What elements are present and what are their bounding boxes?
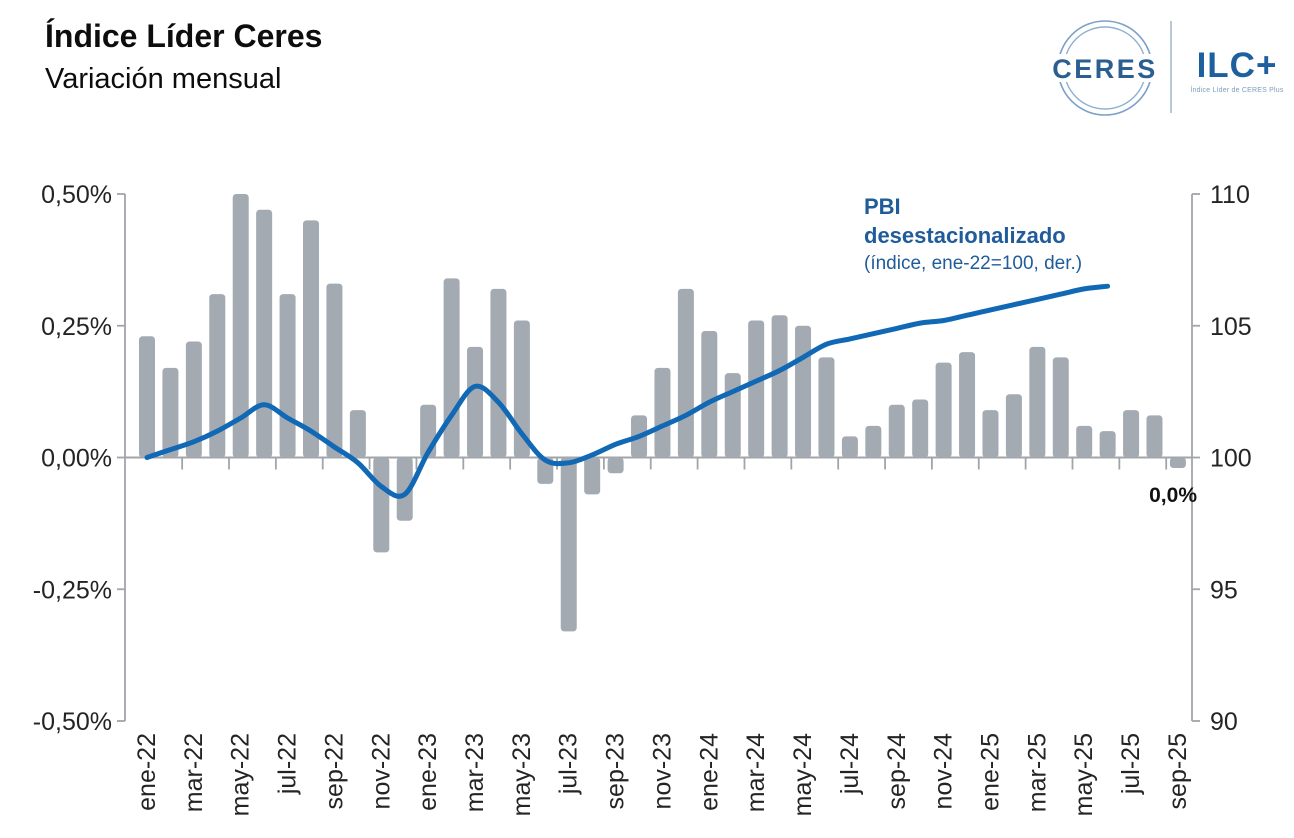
ceres-logo-mark: CERES: [1038, 20, 1172, 116]
bar-abr-22: [209, 294, 226, 458]
bar-ene-25: [982, 410, 999, 458]
x-axis-label: ene-22: [133, 733, 161, 811]
bar-sep-24: [888, 404, 905, 458]
x-axis-label: nov-22: [367, 733, 395, 809]
x-axis-label: sep-24: [883, 733, 911, 810]
bar-nov-23: [654, 367, 671, 458]
bar-mar-24: [748, 320, 765, 458]
pbi-line-series: [144, 283, 1111, 499]
logo-product-block: ILC+ Índice Líder de CERES Plus: [1187, 48, 1287, 94]
right-axis-label: 110: [1210, 181, 1250, 209]
bar-feb-24: [724, 373, 741, 458]
x-axis-label: sep-23: [602, 733, 630, 809]
bar-may-22: [232, 194, 249, 458]
x-axis-label: jul-25: [1117, 733, 1145, 795]
bar-ago-23: [584, 457, 601, 495]
logo-divider: [1170, 21, 1172, 113]
bar-ene-24: [701, 331, 718, 458]
page-subtitle: Variación mensual: [45, 62, 282, 95]
bar-jul-24: [841, 436, 858, 458]
bar-jun-24: [818, 357, 835, 458]
bar-feb-23: [443, 278, 460, 458]
bar-sep-23: [607, 457, 624, 474]
bar-sep-22: [326, 283, 343, 458]
x-axis-label: ene-25: [976, 733, 1004, 811]
x-axis-label: nov-24: [930, 733, 958, 810]
logo-text-band: [1038, 54, 1172, 82]
left-axis-label: -0,25%: [33, 576, 112, 604]
bar-feb-22: [162, 367, 179, 458]
header: Índice Líder Ceres Variación mensual: [45, 18, 322, 97]
bar-jun-25: [1099, 431, 1116, 458]
x-axis-label: ene-24: [695, 733, 723, 811]
bar-feb-25: [1005, 394, 1022, 458]
bar-dic-24: [959, 352, 976, 458]
right-axis-label: 100: [1210, 445, 1252, 473]
x-axis-label: may-24: [789, 733, 817, 816]
logo-tagline: Índice Líder de CERES Plus: [1190, 87, 1284, 94]
x-axis-label: ene-23: [414, 733, 442, 811]
bar-mar-23: [467, 346, 484, 458]
left-axis-label: 0,25%: [41, 313, 112, 341]
bar-abr-24: [771, 315, 788, 458]
bar-oct-24: [912, 399, 929, 458]
bar-mar-22: [185, 341, 202, 458]
x-axis-label: mar-25: [1023, 733, 1051, 812]
x-axis-label: sep-25: [1164, 733, 1192, 809]
bar-may-25: [1076, 425, 1093, 458]
x-axis-label: nov-23: [648, 733, 676, 809]
bar-dic-23: [677, 288, 694, 458]
bar-may-24: [795, 325, 812, 458]
bar-abr-23: [490, 288, 507, 458]
x-axis-label: may-22: [227, 733, 255, 816]
bar-jul-22: [279, 294, 296, 458]
bar-ago-24: [865, 425, 882, 458]
x-axis-label: mar-23: [461, 733, 489, 812]
bar-jul-23: [560, 457, 577, 632]
bar-ene-22: [139, 336, 155, 458]
x-axis-label: jul-23: [555, 733, 583, 795]
left-axis-label: 0,00%: [41, 445, 112, 473]
bar-jun-22: [256, 209, 273, 458]
bar-nov-24: [935, 362, 952, 458]
right-axis-label: 90: [1210, 708, 1238, 736]
left-axis-label: -0,50%: [33, 708, 112, 736]
page-title: Índice Líder Ceres: [45, 18, 323, 54]
bar-sep-25: [1169, 457, 1186, 469]
bar-oct-22: [349, 410, 366, 458]
bar-jul-25: [1123, 410, 1140, 458]
ceres-logo: CERES ILC+ Índice Líder de CERES Plus: [1038, 8, 1288, 124]
bar-abr-25: [1052, 357, 1069, 458]
x-axis-label: mar-24: [742, 733, 770, 812]
x-axis-label: mar-22: [180, 733, 208, 812]
bar-may-23: [513, 320, 530, 458]
x-axis-label: sep-22: [320, 733, 348, 809]
x-axis-label: may-23: [508, 733, 536, 816]
bar-nov-22: [373, 457, 390, 553]
bar-mar-25: [1029, 346, 1046, 458]
bar-dic-22: [396, 457, 413, 521]
x-axis-label: jul-22: [274, 733, 302, 795]
logo-brand-text: CERES: [1052, 54, 1158, 84]
bar-ago-22: [303, 220, 320, 458]
x-axis-label: jul-24: [836, 733, 864, 795]
bar-ago-25: [1146, 415, 1163, 458]
logo-product-name: ILC+: [1196, 46, 1278, 85]
x-axis-label: may-25: [1070, 733, 1098, 816]
right-axis-label: 95: [1210, 576, 1238, 604]
last-value-label: 0,0%: [1149, 484, 1197, 507]
right-axis-label: 105: [1210, 313, 1252, 341]
left-axis-label: 0,50%: [41, 181, 112, 209]
